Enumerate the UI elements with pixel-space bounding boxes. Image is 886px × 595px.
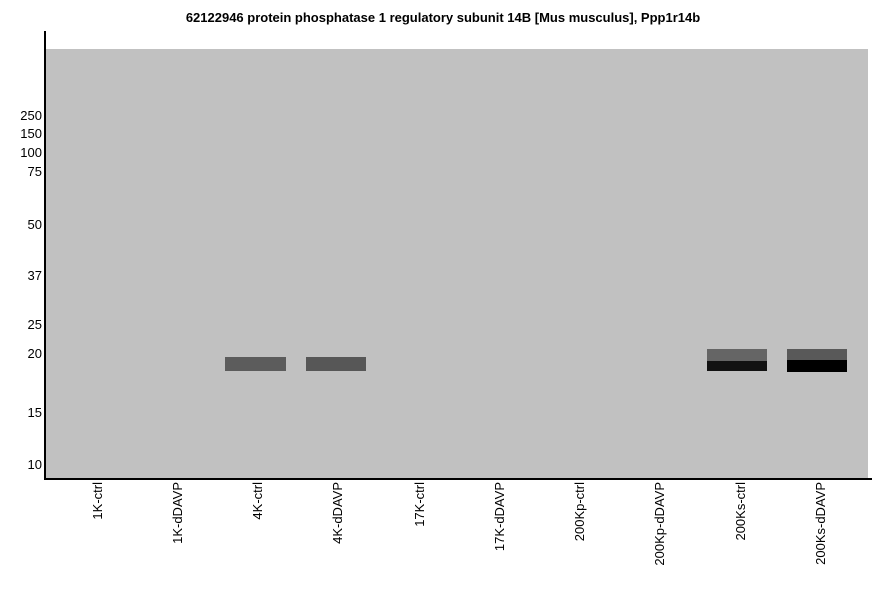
y-tick-label: 37 xyxy=(27,268,42,283)
y-tick-label: 10 xyxy=(27,457,42,472)
protein-band-segment xyxy=(787,349,847,360)
figure-title: 62122946 protein phosphatase 1 regulator… xyxy=(185,10,701,25)
y-tick-label: 75 xyxy=(27,164,42,179)
y-tick-label: 20 xyxy=(27,346,42,361)
y-tick-label: 15 xyxy=(27,405,42,420)
protein-band-segment xyxy=(306,357,366,371)
lane-label: 200Kp-ctrl xyxy=(572,482,587,542)
protein-band xyxy=(225,357,286,371)
protein-band-segment xyxy=(707,361,767,371)
y-axis-line xyxy=(44,31,46,480)
gel-image xyxy=(46,49,868,478)
lane-label: 200Ks-dDAVP xyxy=(813,482,828,565)
y-tick-label: 25 xyxy=(27,317,42,332)
protein-band-segment xyxy=(787,360,847,372)
lane-label: 200Kp-dDAVP xyxy=(652,482,667,566)
y-tick-label: 150 xyxy=(20,126,42,141)
lane-label: 4K-dDAVP xyxy=(330,482,345,544)
protein-band-segment xyxy=(707,349,767,361)
lane-label: 1K-dDAVP xyxy=(170,482,185,544)
lane-label: 1K-ctrl xyxy=(90,482,105,520)
lane-label: 17K-ctrl xyxy=(412,482,427,527)
protein-band xyxy=(306,357,366,371)
protein-band xyxy=(707,349,767,371)
protein-band-segment xyxy=(225,357,286,371)
y-tick-label: 250 xyxy=(20,108,42,123)
lane-label: 200Ks-ctrl xyxy=(733,482,748,541)
lane-label: 17K-dDAVP xyxy=(492,482,507,552)
lane-label: 4K-ctrl xyxy=(250,482,265,520)
protein-band xyxy=(787,349,847,372)
y-tick-label: 100 xyxy=(20,145,42,160)
y-tick-label: 50 xyxy=(27,217,42,232)
x-axis-line xyxy=(44,478,872,480)
